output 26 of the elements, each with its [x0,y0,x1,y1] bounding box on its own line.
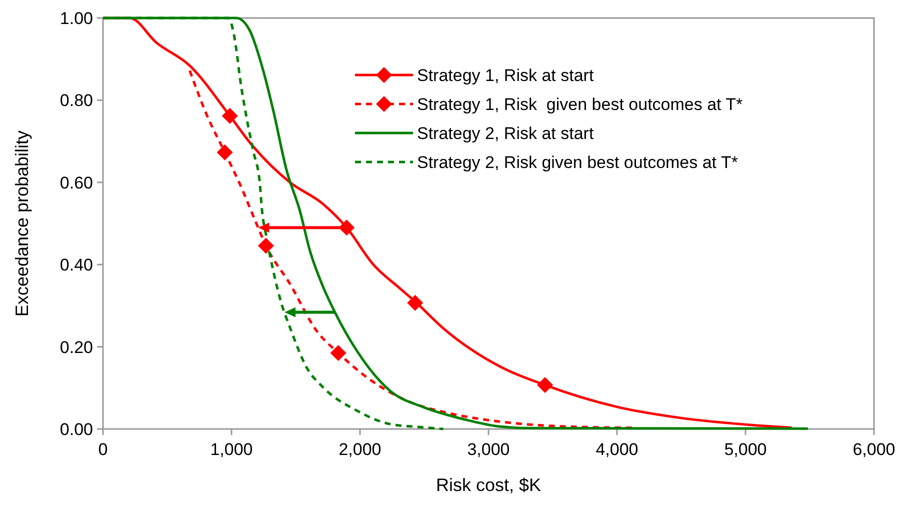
y-tick-label: 1.00 [60,9,93,28]
x-tick-label: 0 [98,440,108,459]
legend-label: Strategy 2, Risk given best outcomes at T* [417,153,738,172]
point [222,108,238,124]
legend-label: Strategy 2, Risk at start [417,124,594,143]
y-axis-title: Exceedance probability [12,130,32,317]
legend-label: Strategy 1, Risk given best outcomes at T* [417,95,744,114]
point [216,144,233,160]
point [258,238,274,254]
point [338,220,355,236]
x-tick-label: 1,000 [210,440,253,459]
point [330,344,346,361]
x-tick-label: 3,000 [467,440,510,459]
y-tick-label: 0.20 [60,338,93,357]
y-tick-label: 0.00 [60,420,93,439]
y-tick-label: 0.40 [60,256,93,275]
x-axis-title: Risk cost, $K [436,475,542,495]
x-tick-label: 2,000 [338,440,382,459]
point [407,294,424,311]
y-tick-label: 0.60 [60,173,93,192]
legend-label: Strategy 1, Risk at start [417,66,594,85]
x-tick-label: 4,000 [596,440,638,459]
x-tick-label: 6,000 [852,440,896,459]
y-tick-label: 0.80 [60,91,93,110]
x-tick-label: 5,000 [724,440,767,459]
point [537,377,554,394]
